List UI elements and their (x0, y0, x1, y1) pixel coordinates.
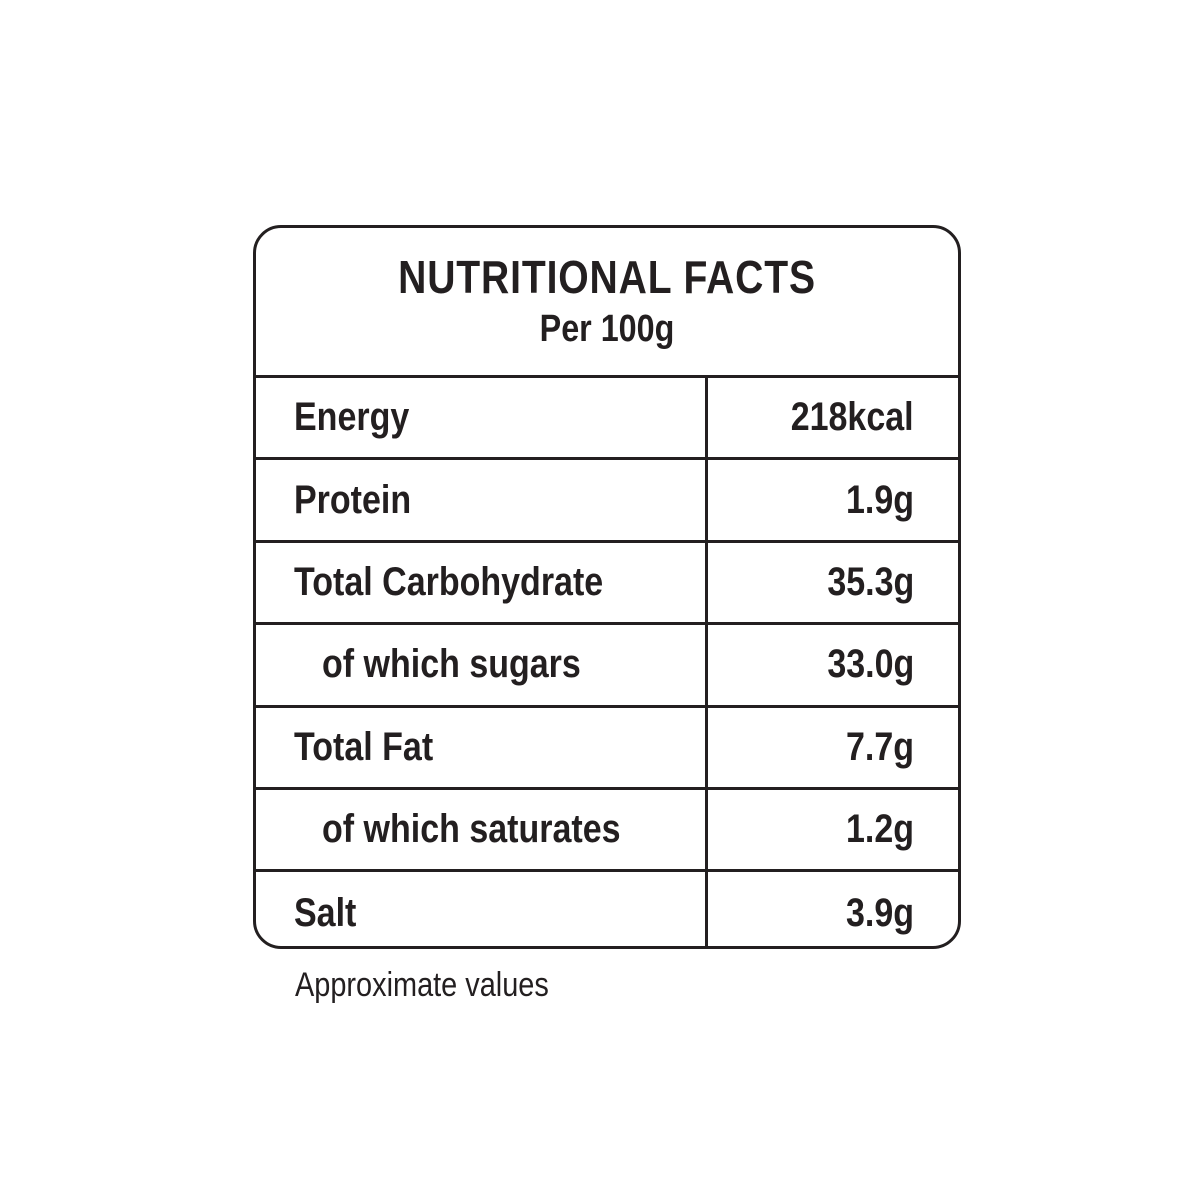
nutrient-name: Total Fat (294, 724, 434, 769)
nutrient-value: 3.9g (845, 891, 914, 936)
nutrient-value: 33.0g (827, 642, 914, 687)
footnote: Approximate values (295, 966, 549, 1004)
table-row: Total Fat 7.7g (256, 707, 958, 790)
table-row: Total Carbohydrate 35.3g (256, 542, 958, 626)
table-row: of which sugars 33.0g (256, 625, 958, 708)
nutrient-value: 218kcal (791, 395, 914, 440)
value-cell: 1.9g (708, 460, 958, 539)
nutrient-value: 7.7g (845, 724, 914, 769)
value-cell: 7.7g (708, 708, 958, 787)
nutrient-cell: Salt (256, 872, 708, 946)
value-cell: 218kcal (708, 378, 958, 457)
nutrient-cell: Total Carbohydrate (256, 542, 708, 623)
nutrient-name: of which saturates (322, 807, 621, 852)
nutrient-name: Total Carbohydrate (294, 559, 604, 604)
value-cell: 33.0g (708, 625, 958, 704)
nutrient-name: Salt (294, 891, 357, 936)
nutrition-panel: NUTRITIONAL FACTS Per 100g Energy 218kcal… (253, 225, 961, 949)
nutrient-value: 1.2g (845, 807, 914, 852)
nutrient-name: of which sugars (322, 642, 581, 687)
nutrient-value: 1.9g (845, 477, 914, 522)
nutrient-cell: Protein (256, 460, 708, 540)
title: NUTRITIONAL FACTS (398, 251, 816, 303)
value-cell: 35.3g (708, 543, 958, 622)
nutrient-cell: Total Fat (256, 707, 708, 787)
table-row: Salt 3.9g (256, 872, 958, 946)
nutrient-cell: of which sugars (256, 625, 708, 705)
table-row: of which saturates 1.2g (256, 789, 958, 873)
subtitle: Per 100g (539, 308, 675, 350)
table: Energy 218kcal Protein 1.9g Total Carbohydra… (256, 378, 958, 946)
nutrient-cell: of which saturates (256, 789, 708, 870)
table-row: Energy 218kcal (256, 378, 958, 461)
value-cell: 3.9g (708, 872, 958, 946)
nutrient-cell: Energy (256, 378, 708, 458)
table-row: Protein 1.9g (256, 460, 958, 543)
nutrient-value: 35.3g (827, 559, 914, 604)
nutrient-name: Protein (294, 477, 412, 522)
header: NUTRITIONAL FACTS Per 100g (256, 228, 958, 378)
value-cell: 1.2g (708, 790, 958, 869)
nutrient-name: Energy (294, 395, 410, 440)
